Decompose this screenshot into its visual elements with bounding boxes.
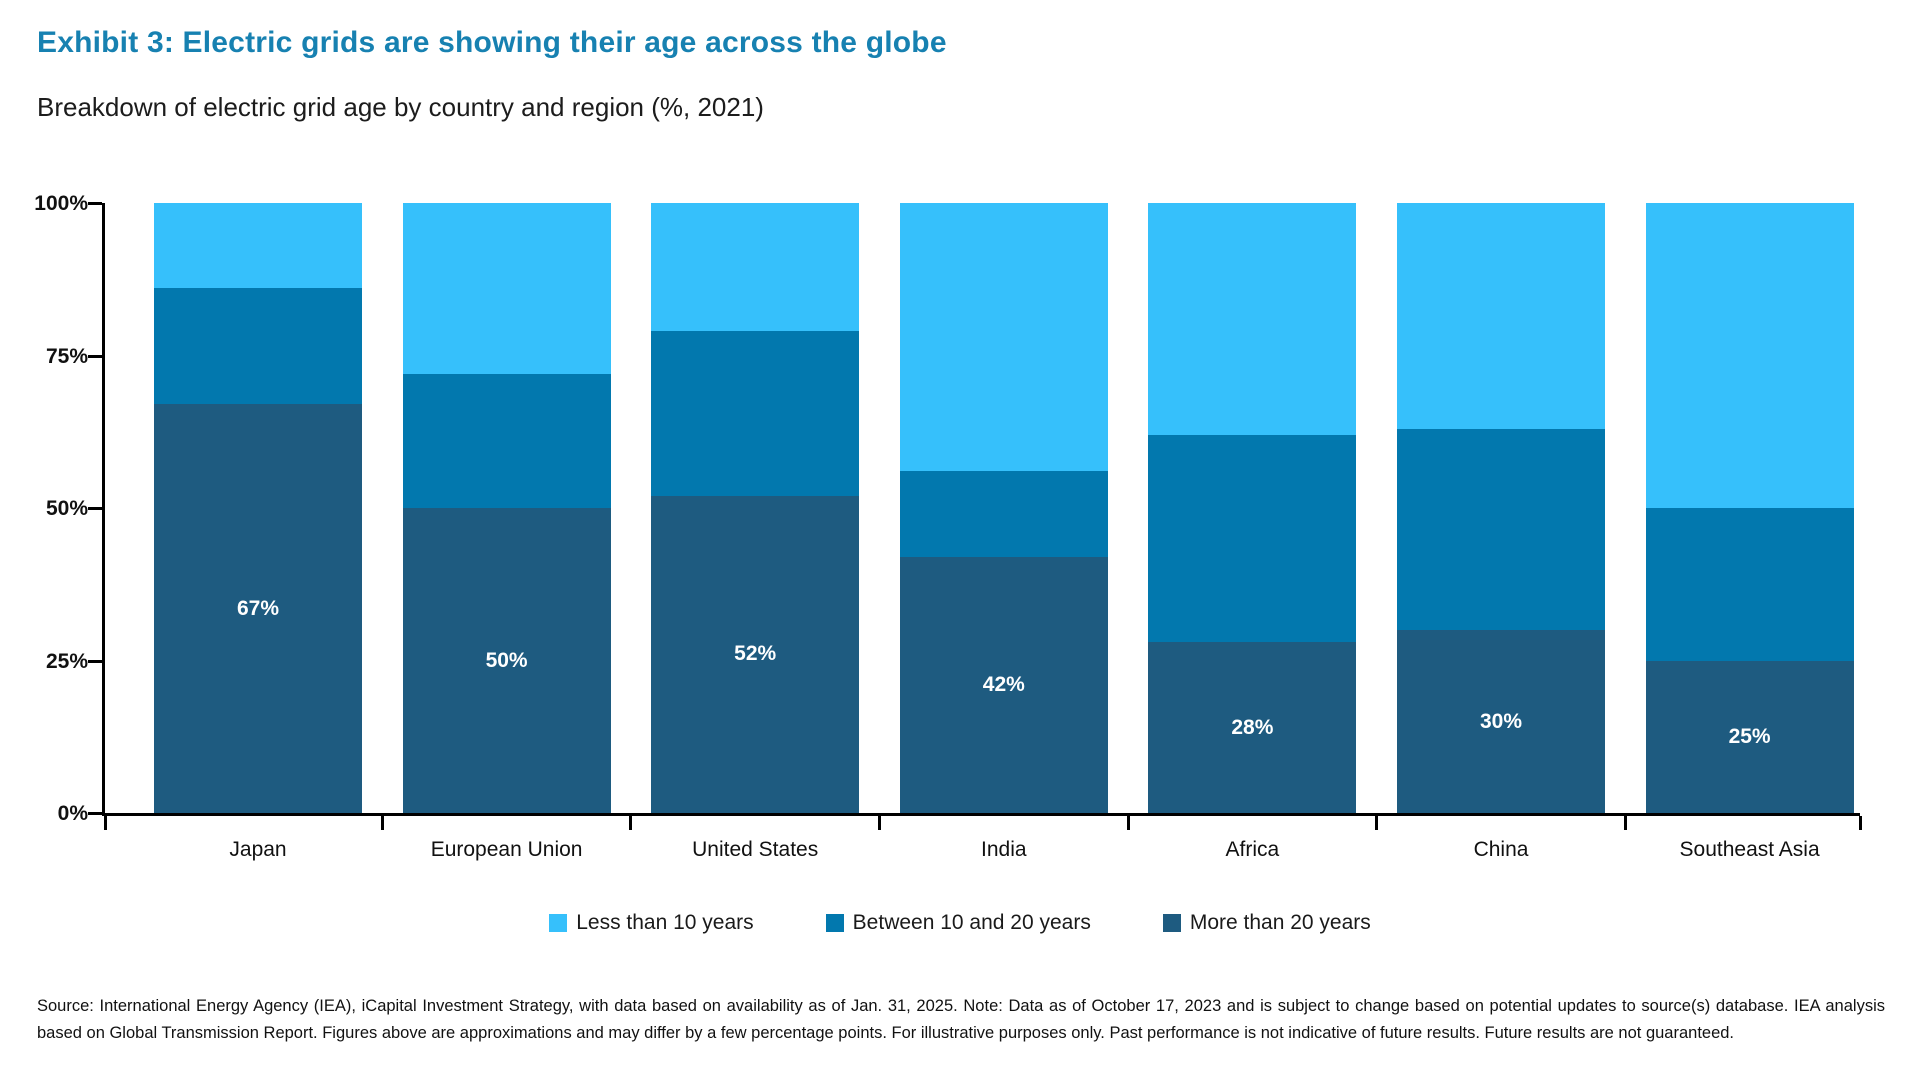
legend-item-between-10-and-20-years: Between 10 and 20 years xyxy=(825,911,1091,935)
bar-value-label-european-union: 50% xyxy=(485,648,528,672)
x-axis-label-southeast-asia: Southeast Asia xyxy=(1679,838,1820,861)
x-axis-tick xyxy=(1375,816,1379,830)
y-axis xyxy=(102,203,105,816)
y-axis-tick-label: 25% xyxy=(45,649,88,673)
bar-segment-southeast-asia-between-10-and-20-years xyxy=(1645,508,1854,661)
chart-legend: Less than 10 years Between 10 and 20 year… xyxy=(0,911,1920,935)
x-axis-tick xyxy=(380,816,384,830)
bar-segment-european-union-less-than-10-years xyxy=(402,203,611,374)
bar-value-label-africa: 28% xyxy=(1231,715,1274,739)
legend-label: More than 20 years xyxy=(1189,911,1371,934)
y-axis-tick xyxy=(88,202,102,205)
bar-segment-japan-less-than-10-years xyxy=(154,203,362,289)
y-axis-tick-label: 75% xyxy=(45,344,88,368)
bar-segment-china-less-than-10-years xyxy=(1397,203,1605,429)
y-axis-tick xyxy=(88,354,102,358)
bar-segment-united-states-between-10-and-20-years xyxy=(651,331,860,496)
bar-segment-china-between-10-and-20-years xyxy=(1397,428,1605,630)
bar-segment-africa-between-10-and-20-years xyxy=(1148,434,1357,643)
bar-segment-india-more-than-20-years xyxy=(899,556,1108,813)
bar-segment-european-union-between-10-and-20-years xyxy=(402,373,611,508)
bar-value-label-united-states: 52% xyxy=(734,642,777,666)
legend-swatch-between-10-and-20-years xyxy=(825,914,844,932)
bar-segment-southeast-asia-more-than-20-years xyxy=(1645,660,1854,813)
bar-segment-japan-more-than-20-years xyxy=(154,404,362,813)
bar-segment-southeast-asia-less-than-10-years xyxy=(1645,203,1854,508)
x-axis-tick xyxy=(1126,816,1130,830)
bar-segment-japan-between-10-and-20-years xyxy=(154,288,362,405)
bar-value-label-japan: 67% xyxy=(236,596,280,620)
bar-value-label-southeast-asia: 25% xyxy=(1728,724,1771,748)
source-note: Source: International Energy Agency (IEA… xyxy=(37,997,1885,1042)
x-axis-tick xyxy=(1623,816,1627,830)
legend-label: Less than 10 years xyxy=(576,911,754,934)
x-axis-label-japan: Japan xyxy=(229,838,287,861)
x-axis-tick xyxy=(103,816,107,830)
x-axis-label-european-union: European Union xyxy=(430,838,583,861)
bar-segment-united-states-more-than-20-years xyxy=(651,495,860,813)
x-axis-tick xyxy=(878,816,881,830)
bar-segment-india-between-10-and-20-years xyxy=(899,471,1108,557)
legend-label: Between 10 and 20 years xyxy=(852,911,1091,934)
y-axis-tick xyxy=(88,507,102,510)
bar-segment-china-more-than-20-years xyxy=(1397,630,1605,813)
x-axis-tick xyxy=(629,816,633,830)
bar-value-label-china: 30% xyxy=(1479,709,1523,733)
exhibit-title: Exhibit 3: Electric grids are showing th… xyxy=(37,26,947,59)
legend-item-more-than-20-years: More than 20 years xyxy=(1162,911,1371,935)
x-axis-label-china: China xyxy=(1473,838,1529,861)
legend-swatch-less-than-10-years xyxy=(549,914,568,932)
bar-segment-africa-less-than-10-years xyxy=(1148,203,1357,435)
x-axis-label-india: India xyxy=(981,838,1027,861)
y-axis-tick-label: 100% xyxy=(34,192,88,215)
x-axis-tick xyxy=(1858,816,1862,830)
legend-item-less-than-10-years: Less than 10 years xyxy=(549,911,754,935)
bar-segment-india-less-than-10-years xyxy=(899,203,1108,472)
chart-subtitle: Breakdown of electric grid age by countr… xyxy=(37,92,764,122)
x-axis xyxy=(105,813,1860,816)
x-axis-label-africa: Africa xyxy=(1225,838,1280,861)
bar-value-label-india: 42% xyxy=(982,672,1025,696)
legend-swatch-more-than-20-years xyxy=(1162,914,1181,932)
y-axis-tick-label: 0% xyxy=(57,802,88,825)
y-axis-tick-label: 50% xyxy=(45,497,88,520)
bar-segment-africa-more-than-20-years xyxy=(1148,642,1357,813)
bar-segment-united-states-less-than-10-years xyxy=(651,203,860,332)
x-axis-label-united-states: United States xyxy=(692,838,819,861)
y-axis-tick xyxy=(88,812,102,815)
y-axis-tick xyxy=(88,659,102,663)
bar-segment-european-union-more-than-20-years xyxy=(402,508,611,813)
